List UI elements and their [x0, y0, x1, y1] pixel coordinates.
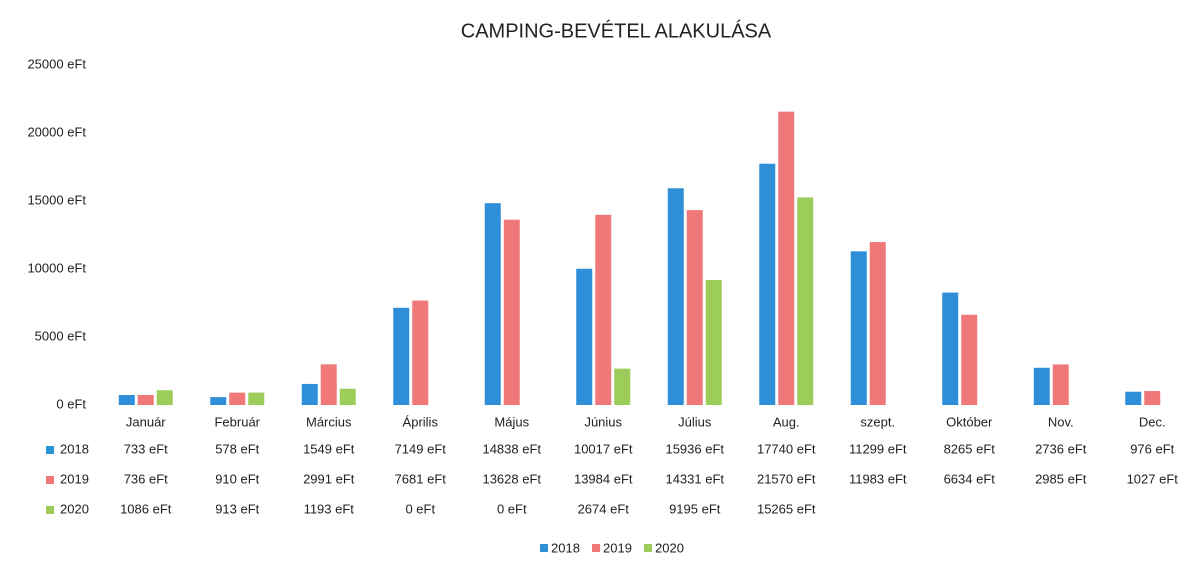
- bar: [1144, 391, 1161, 405]
- chart-title: CAMPING-BEVÉTEL ALAKULÁSA: [461, 19, 772, 42]
- table-cell: 910 eFt: [215, 471, 259, 486]
- bar: [595, 214, 612, 405]
- legend-swatch: [644, 544, 652, 552]
- bar: [686, 210, 703, 405]
- table-row-label: 2020: [60, 501, 89, 516]
- bar: [869, 242, 886, 405]
- table-cell: 13984 eFt: [574, 471, 633, 486]
- table-cell: 8265 eFt: [944, 441, 996, 456]
- table-cell: 2674 eFt: [578, 501, 630, 516]
- table-cell: 1086 eFt: [120, 501, 172, 516]
- bar: [210, 397, 227, 405]
- table-cell: 9195 eFt: [669, 501, 721, 516]
- table-cell: 733 eFt: [124, 441, 168, 456]
- bar: [778, 111, 795, 405]
- y-tick-label: 5000 eFt: [35, 328, 87, 343]
- table-cell: 2985 eFt: [1035, 471, 1087, 486]
- y-tick-label: 15000 eFt: [27, 192, 86, 207]
- table-legend-swatch: [46, 476, 54, 484]
- bar: [229, 392, 246, 405]
- y-tick-label: 20000 eFt: [27, 124, 86, 139]
- table-cell: 15936 eFt: [665, 441, 724, 456]
- bar: [705, 279, 722, 405]
- y-tick-label: 25000 eFt: [27, 56, 86, 71]
- table-cell: 15265 eFt: [757, 501, 816, 516]
- table-cell: 578 eFt: [215, 441, 259, 456]
- table-cell: 736 eFt: [124, 471, 168, 486]
- bar: [301, 383, 318, 405]
- table-cell: 17740 eFt: [757, 441, 816, 456]
- x-tick-label: Aug.: [773, 414, 800, 429]
- x-tick-label: Október: [946, 414, 993, 429]
- bar: [576, 268, 593, 405]
- table-cell: 2736 eFt: [1035, 441, 1087, 456]
- table-row-label: 2018: [60, 441, 89, 456]
- table-cell: 21570 eFt: [757, 471, 816, 486]
- legend-swatch: [592, 544, 600, 552]
- x-tick-label: Június: [584, 414, 622, 429]
- legend-label: 2019: [603, 540, 632, 555]
- legend-label: 2020: [655, 540, 684, 555]
- bar: [797, 197, 814, 405]
- table-cell: 14838 eFt: [482, 441, 541, 456]
- bar: [393, 307, 410, 405]
- bar: [667, 188, 684, 405]
- y-tick-label: 10000 eFt: [27, 260, 86, 275]
- x-tick-label: Nov.: [1048, 414, 1074, 429]
- bar: [137, 394, 154, 405]
- table-cell: 913 eFt: [215, 501, 259, 516]
- x-tick-label: Május: [494, 414, 529, 429]
- bar: [961, 314, 978, 405]
- bar: [942, 292, 959, 405]
- table-legend-swatch: [46, 446, 54, 454]
- bar: [759, 163, 776, 405]
- bar: [1125, 391, 1142, 405]
- x-tick-label: Január: [126, 414, 166, 429]
- bar: [118, 395, 135, 405]
- table-cell: 1549 eFt: [303, 441, 355, 456]
- table-cell: 7149 eFt: [395, 441, 447, 456]
- table-cell: 0 eFt: [497, 501, 527, 516]
- table-cell: 13628 eFt: [482, 471, 541, 486]
- x-tick-label: Dec.: [1139, 414, 1166, 429]
- table-row-label: 2019: [60, 471, 89, 486]
- table-legend-swatch: [46, 506, 54, 514]
- legend-swatch: [540, 544, 548, 552]
- bar: [1052, 364, 1069, 405]
- table-cell: 6634 eFt: [944, 471, 996, 486]
- bar: [156, 390, 173, 405]
- x-tick-label: Július: [678, 414, 712, 429]
- y-tick-label: 0 eFt: [56, 396, 86, 411]
- bar: [412, 300, 429, 405]
- table-cell: 7681 eFt: [395, 471, 447, 486]
- bar: [503, 219, 520, 405]
- x-tick-label: Április: [403, 414, 439, 429]
- table-cell: 1027 eFt: [1127, 471, 1179, 486]
- table-cell: 11299 eFt: [849, 441, 907, 456]
- bar: [1033, 367, 1050, 405]
- x-tick-label: szept.: [860, 414, 895, 429]
- bar: [850, 251, 867, 405]
- legend-label: 2018: [551, 540, 580, 555]
- x-tick-label: Február: [214, 414, 260, 429]
- table-cell: 10017 eFt: [574, 441, 633, 456]
- table-cell: 14331 eFt: [665, 471, 724, 486]
- bar: [248, 392, 265, 405]
- table-cell: 11983 eFt: [849, 471, 907, 486]
- table-cell: 0 eFt: [405, 501, 435, 516]
- table-cell: 1193 eFt: [304, 501, 355, 516]
- bar: [484, 203, 501, 405]
- bar: [339, 388, 356, 405]
- x-tick-label: Március: [306, 414, 352, 429]
- bar: [614, 368, 631, 405]
- bar: [320, 364, 337, 405]
- table-cell: 2991 eFt: [303, 471, 355, 486]
- table-cell: 976 eFt: [1130, 441, 1174, 456]
